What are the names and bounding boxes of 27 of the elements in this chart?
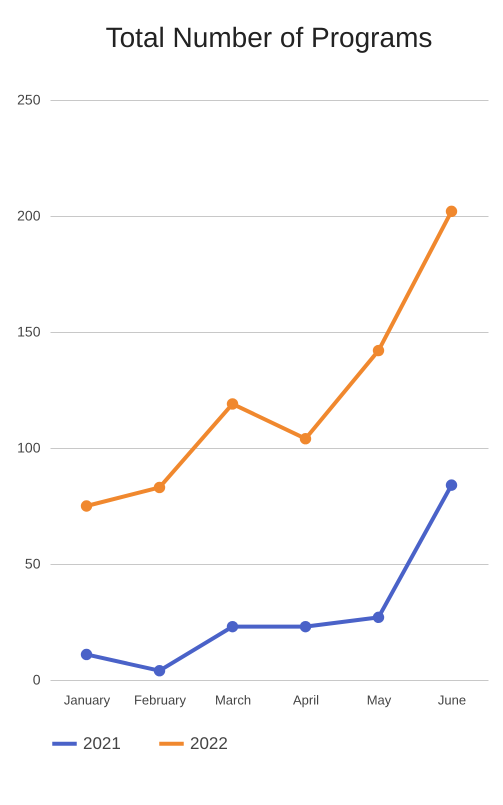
- y-tick-label: 50: [24, 556, 41, 572]
- y-tick-label: 150: [17, 324, 41, 340]
- y-tick-label: 200: [17, 208, 41, 224]
- x-tick-label: February: [134, 692, 187, 708]
- point: [300, 433, 312, 444]
- point: [446, 206, 458, 218]
- y-tick-label: 250: [17, 92, 41, 108]
- point: [300, 620, 312, 632]
- legend-label: 2021: [83, 734, 121, 753]
- point: [372, 612, 384, 624]
- point: [226, 398, 238, 410]
- x-tick-label: January: [64, 692, 111, 708]
- point: [372, 344, 384, 356]
- legend-label: 2022: [190, 734, 228, 753]
- x-tick-label: June: [438, 692, 466, 708]
- y-tick-label: 0: [32, 672, 41, 688]
- point: [154, 665, 166, 676]
- x-tick-label: March: [214, 692, 252, 708]
- point: [446, 479, 458, 491]
- y-tick-label: 100: [17, 440, 41, 456]
- point: [154, 482, 166, 494]
- x-tick-label: April: [292, 692, 320, 708]
- x-tick-label: May: [366, 692, 392, 708]
- chart-title: Total Number of Programs: [106, 22, 432, 53]
- point: [80, 500, 92, 512]
- point: [226, 620, 238, 632]
- point: [80, 648, 92, 660]
